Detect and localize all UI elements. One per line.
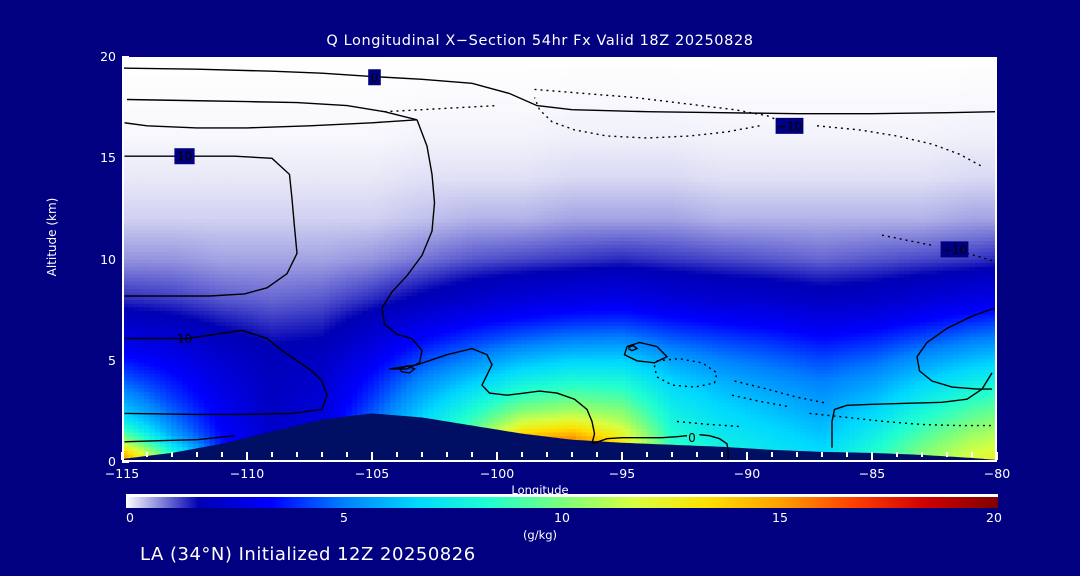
x-minor-tick [671,452,673,457]
x-tick-mark [996,452,998,460]
x-axis-tick-110: −110 [229,466,265,481]
colorbar-tick-labels: 0 5 10 15 20 [126,510,1002,528]
x-minor-tick [896,452,898,457]
x-axis-tick-85: −85 [858,466,886,481]
colorbar-tick-20: 20 [986,510,1002,525]
plot-area: 0 10 10 −10 −10 0 [122,57,997,462]
x-tick-mark [121,452,123,460]
x-minor-tick [296,452,298,457]
x-minor-tick [721,452,723,457]
x-minor-tick [196,452,198,457]
x-minor-tick [471,452,473,457]
x-minor-tick [821,452,823,457]
x-minor-tick [446,452,448,457]
x-minor-tick [171,452,173,457]
colorbar-tick-5: 5 [340,510,348,525]
x-minor-tick [921,452,923,457]
x-axis-tick-105: −105 [354,466,390,481]
x-tick-mark [371,452,373,460]
x-axis-tick-labels: −115 −110 −105 −100 −95 −90 −85 −80 [105,466,1010,486]
x-axis-tick-95: −95 [608,466,636,481]
y-tick-mark [122,461,129,463]
x-minor-tick [646,452,648,457]
figure-footer: LA (34°N) Initialized 12Z 20250826 [140,544,476,565]
y-axis-title: Altitude (km) [45,197,59,277]
x-tick-mark [871,452,873,460]
x-minor-tick [146,452,148,457]
x-minor-tick [421,452,423,457]
y-axis-tick-labels: 0 5 10 15 20 [60,49,116,469]
colorbar-tick-0: 0 [126,510,134,525]
x-minor-tick [221,452,223,457]
colorbar-top-rule [126,494,998,497]
colorbar [126,494,998,510]
x-minor-tick [396,452,398,457]
x-axis-tick-80: −80 [983,466,1011,481]
y-axis-tick-5: 5 [108,352,116,368]
colorbar-tick-10: 10 [554,510,570,525]
x-minor-tick [571,452,573,457]
y-axis-tick-0: 0 [108,454,116,469]
x-axis-tick-marks [121,452,998,462]
x-minor-tick [546,452,548,457]
x-minor-tick [321,452,323,457]
x-minor-tick [771,452,773,457]
x-axis-tick-115: −115 [104,466,140,481]
x-minor-tick [596,452,598,457]
x-tick-mark [246,452,248,460]
x-minor-tick [271,452,273,457]
colorbar-tick-15: 15 [772,510,788,525]
x-minor-tick [971,452,973,457]
x-tick-mark [746,452,748,460]
moisture-field [122,57,997,462]
y-axis-tick-20: 20 [100,49,116,64]
x-tick-mark [496,452,498,460]
x-minor-tick [946,452,948,457]
x-minor-tick [521,452,523,457]
x-tick-mark [621,452,623,460]
x-minor-tick [346,452,348,457]
y-axis-tick-10: 10 [100,251,116,267]
x-axis-tick-100: −100 [479,466,515,481]
x-minor-tick [796,452,798,457]
y-axis-tick-15: 15 [100,150,116,166]
x-minor-tick [846,452,848,457]
colorbar-gradient [126,497,998,508]
colorbar-unit-label: (g/kg) [522,528,558,542]
x-axis-title: Longitude [511,483,569,497]
x-minor-tick [696,452,698,457]
figure-title: Q Longitudinal X−Section 54hr Fx Valid 1… [326,33,754,49]
x-axis-tick-90: −90 [733,466,761,481]
